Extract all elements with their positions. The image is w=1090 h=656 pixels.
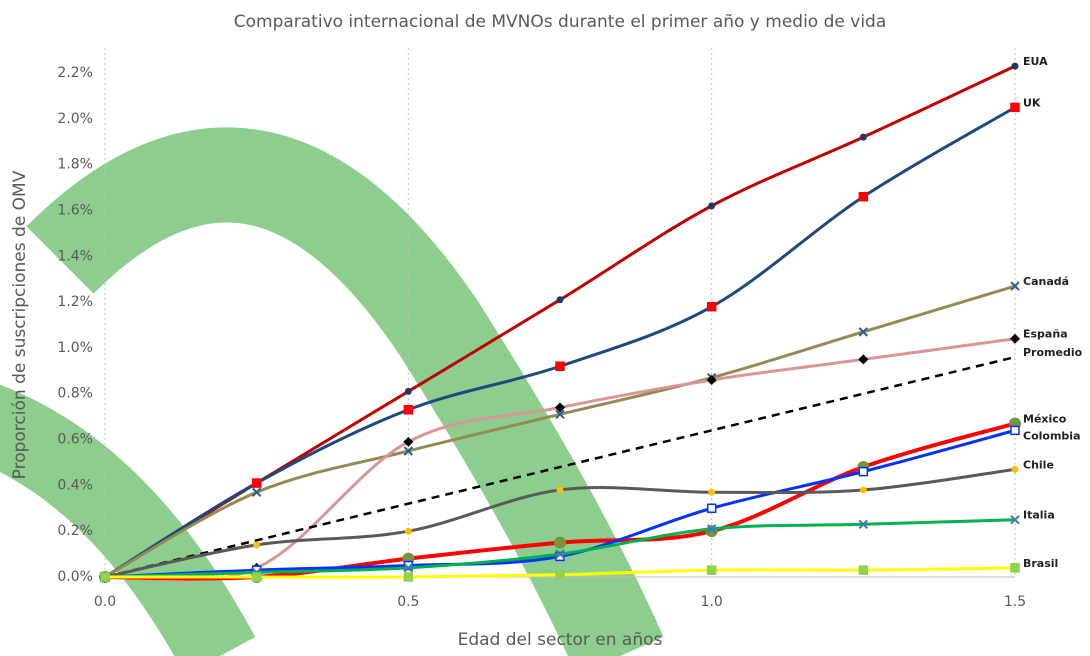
- marker: [403, 405, 414, 415]
- marker: [706, 565, 717, 575]
- marker: [555, 409, 565, 420]
- y-tick-label: 0.8%: [57, 386, 93, 402]
- y-tick-label: 2.2%: [57, 65, 93, 81]
- marker: [706, 503, 717, 514]
- y-tick-label: 0.2%: [57, 523, 93, 539]
- y-tick-label: 2.0%: [57, 111, 93, 127]
- series-label: Italia: [1023, 509, 1055, 522]
- marker: [1010, 563, 1020, 573]
- series-label: UK: [1023, 96, 1041, 109]
- marker: [1010, 515, 1020, 525]
- marker: [1010, 425, 1020, 436]
- marker: [554, 536, 566, 549]
- marker: [403, 436, 414, 447]
- y-tick-label: 1.4%: [57, 248, 93, 264]
- series-label: Chile: [1023, 458, 1054, 471]
- marker: [706, 524, 717, 534]
- marker: [556, 486, 564, 494]
- marker: [1011, 62, 1019, 70]
- series-line: [104, 355, 1016, 579]
- marker: [251, 478, 262, 488]
- x-axis-label: Edad del sector en años: [458, 630, 663, 650]
- marker: [705, 525, 718, 538]
- series-label: Canadá: [1023, 275, 1069, 288]
- marker: [555, 569, 565, 580]
- x-tick-label: 0.5: [397, 594, 419, 610]
- marker: [403, 446, 414, 456]
- marker: [706, 301, 717, 312]
- marker: [859, 486, 867, 494]
- series-label: Promedio: [1023, 346, 1083, 359]
- marker: [1010, 333, 1020, 344]
- y-tick-label: 0.6%: [57, 432, 93, 448]
- marker: [858, 191, 869, 202]
- marker: [858, 354, 869, 365]
- y-tick-label: 1.0%: [57, 340, 93, 356]
- marker: [1011, 465, 1019, 473]
- marker: [858, 466, 869, 477]
- marker: [859, 133, 867, 141]
- marker: [555, 549, 565, 559]
- marker: [555, 361, 565, 371]
- x-tick-label: 1.5: [1004, 594, 1026, 610]
- marker: [100, 572, 110, 582]
- series-label: Brasil: [1023, 557, 1058, 570]
- y-tick-label: 1.8%: [57, 157, 93, 173]
- marker: [858, 327, 869, 337]
- marker: [403, 572, 414, 582]
- y-tick-label: 0.4%: [57, 477, 93, 493]
- marker: [253, 541, 261, 549]
- marker: [556, 296, 564, 304]
- marker: [251, 487, 262, 497]
- marker: [706, 374, 717, 385]
- marker: [708, 202, 716, 210]
- series-label: Colombia: [1023, 430, 1081, 443]
- marker: [858, 565, 869, 575]
- marker: [403, 560, 414, 571]
- marker: [1010, 281, 1020, 291]
- marker: [858, 519, 869, 530]
- marker: [404, 387, 412, 395]
- watermark: [0, 127, 664, 656]
- y-tick-label: 1.2%: [57, 294, 93, 310]
- series-label: México: [1023, 413, 1067, 426]
- x-tick-label: 1.0: [701, 594, 723, 610]
- marker: [403, 563, 414, 573]
- y-tick-label: 1.6%: [57, 202, 93, 218]
- marker: [404, 527, 412, 535]
- marker: [555, 551, 565, 562]
- y-axis-label: Proporción de suscripciones de OMV: [10, 170, 30, 479]
- y-tick-label: 0.0%: [57, 569, 93, 585]
- marker: [555, 402, 565, 413]
- x-tick-label: 0.0: [94, 594, 116, 610]
- marker: [1010, 102, 1020, 113]
- marker: [708, 488, 716, 496]
- series-label: España: [1023, 328, 1068, 341]
- chart-title: Comparativo internacional de MVNOs duran…: [234, 12, 887, 32]
- series-label: EUA: [1023, 55, 1048, 68]
- marker: [251, 572, 262, 582]
